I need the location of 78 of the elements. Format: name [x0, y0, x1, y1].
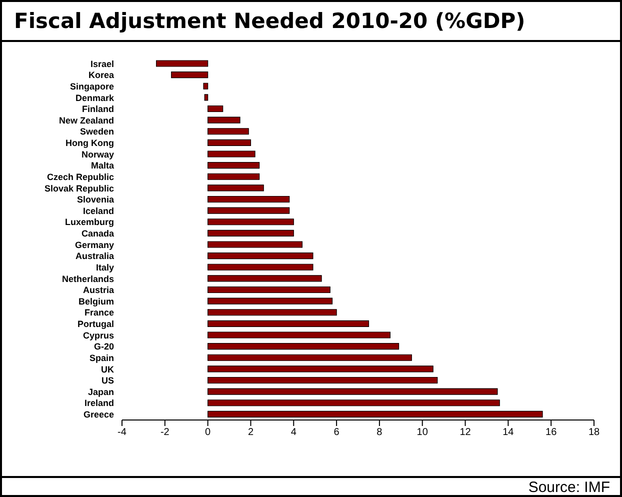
bar: [208, 173, 260, 180]
y-tick-label: Norway: [81, 149, 114, 160]
y-tick-label: Belgium: [78, 296, 114, 306]
bar: [208, 309, 337, 316]
bar: [208, 139, 252, 146]
y-tick-label: G-20: [94, 342, 114, 352]
y-tick-label: Hong Kong: [66, 138, 114, 148]
y-tick-label: Slovenia: [76, 194, 115, 205]
x-tick-label: -4: [118, 427, 127, 438]
y-tick-label: Iceland: [82, 206, 114, 216]
bar: [208, 298, 333, 304]
y-tick-label: Cyprus: [82, 330, 114, 340]
y-tick-label: US: [101, 376, 114, 386]
bar: [208, 150, 256, 158]
x-tick-label: 8: [376, 427, 383, 438]
y-tick-label: France: [84, 308, 114, 318]
bar: [208, 320, 370, 327]
y-tick-label: Denmark: [75, 92, 115, 103]
bar: [203, 82, 208, 90]
bar: [208, 376, 438, 384]
y-tick-label: Netherlands: [62, 274, 114, 284]
y-tick-label: Czech Republic: [46, 172, 114, 182]
bar: [208, 116, 240, 124]
y-tick-label: Germany: [74, 240, 114, 250]
x-tick-label: 14: [502, 427, 514, 438]
x-tick-label: 10: [416, 427, 428, 438]
bar: [208, 230, 294, 236]
x-tick-label: 2: [248, 427, 254, 438]
x-tick-label: 0: [205, 427, 212, 438]
bar: [208, 184, 264, 192]
y-tick-label: Sweden: [80, 126, 114, 137]
y-tick-label: Greece: [83, 410, 114, 420]
x-tick-label: 12: [460, 427, 472, 438]
bar: [156, 60, 208, 67]
y-tick-label: New Zealand: [58, 115, 114, 126]
chart-title: Fiscal Adjustment Needed 2010-20 (%GDP): [2, 2, 620, 42]
bar: [208, 286, 330, 294]
bar: [208, 196, 290, 203]
bar: [208, 264, 314, 270]
y-tick-label: UK: [101, 364, 114, 374]
x-tick-label: 4: [290, 427, 297, 438]
y-tick-label: Spain: [89, 352, 114, 363]
y-tick-label: Malta: [90, 160, 115, 171]
y-tick-label: Austria: [82, 285, 115, 296]
bar: [208, 343, 400, 350]
bar: [208, 162, 260, 169]
y-tick-label: Korea: [88, 70, 115, 80]
y-tick-label: Luxemburg: [64, 217, 114, 228]
bar: [208, 410, 543, 418]
bar: [208, 400, 500, 406]
y-tick-label: Finland: [82, 104, 114, 114]
x-tick-label: 16: [546, 427, 558, 438]
y-tick-label: Japan: [88, 386, 114, 397]
y-tick-label: Singapore: [70, 81, 114, 92]
y-tick-label: Australia: [75, 251, 115, 262]
bar: [208, 252, 314, 260]
bar: [208, 241, 303, 248]
bar: [208, 354, 412, 361]
bar: [208, 128, 249, 135]
x-tick-label: -2: [160, 427, 170, 438]
y-tick-label: Italy: [96, 262, 114, 272]
bar: [208, 388, 498, 395]
x-tick-label: 6: [334, 427, 340, 438]
y-tick-label: Israel: [90, 58, 114, 69]
y-tick-label: Portugal: [77, 319, 114, 330]
bar: [208, 275, 322, 282]
y-tick-label: Canada: [81, 228, 115, 239]
bar: [208, 105, 224, 112]
y-tick-label: Ireland: [84, 398, 114, 408]
bar: [171, 72, 208, 78]
y-tick-label: Slovak Republic: [44, 183, 114, 194]
source-note: Source: IMF: [528, 479, 610, 496]
bar: [208, 207, 290, 214]
bar: [204, 94, 208, 101]
bar: [208, 366, 434, 372]
x-tick-label: 18: [588, 427, 600, 438]
bar: [208, 218, 294, 226]
bar: [208, 332, 390, 338]
